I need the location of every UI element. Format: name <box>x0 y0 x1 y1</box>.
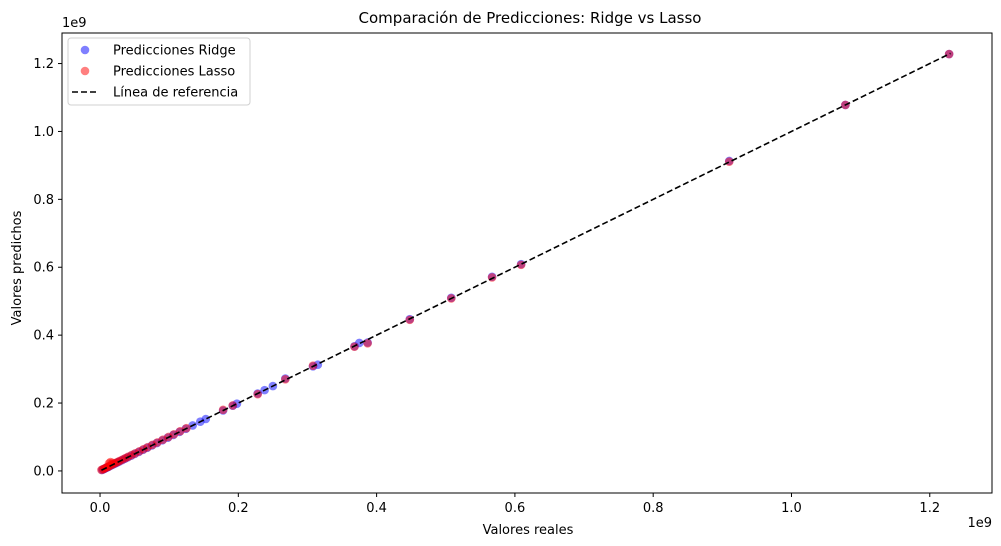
y-tick-label: 0.6 <box>33 261 54 276</box>
y-tick-label: 0.2 <box>33 397 54 412</box>
x-tick-label: 0.8 <box>643 501 664 516</box>
x-tick-label: 0.6 <box>505 501 526 516</box>
x-tick-label: 1.0 <box>781 501 802 516</box>
y-tick-label: 0.4 <box>33 329 54 344</box>
x-axis-label: Valores reales <box>483 523 574 538</box>
legend-marker <box>80 45 90 55</box>
x-tick-label: 0.0 <box>90 501 111 516</box>
y-tick-label: 1.2 <box>33 57 54 72</box>
legend-box <box>67 37 251 106</box>
x-tick-label: 1.2 <box>919 501 940 516</box>
ridge-point <box>201 414 211 424</box>
lasso-point <box>487 273 497 282</box>
lasso-point <box>724 157 734 166</box>
legend: Predicciones Ridge Predicciones Lasso Líne… <box>67 37 251 106</box>
chart-title: Comparación de Predicciones: Ridge vs La… <box>359 9 702 27</box>
legend-label: Predicciones Lasso <box>113 65 235 80</box>
reference-line <box>101 52 951 471</box>
y-axis-label: Valores predichos <box>10 210 25 325</box>
x-offset-label: 1e9 <box>967 516 992 531</box>
legend-label: Línea de referencia <box>113 86 238 101</box>
axes-frame <box>61 32 993 494</box>
y-tick-label: 1.0 <box>33 125 54 140</box>
y-tick-label: 0.0 <box>33 464 54 479</box>
y-offset-label: 1e9 <box>62 16 87 31</box>
legend-label: Predicciones Ridge <box>113 44 236 59</box>
y-tick-label: 0.8 <box>33 193 54 208</box>
x-tick-label: 0.4 <box>366 501 387 516</box>
lasso-point <box>108 458 117 468</box>
lasso-point <box>944 49 954 59</box>
x-tick-label: 0.2 <box>228 501 249 516</box>
plot-area: 0.0 0.2 0.4 0.6 0.8 1.0 1.2 0.0 0.2 0.4 0.6 0.8 1.0 1… <box>33 32 993 516</box>
legend-marker <box>80 66 90 76</box>
